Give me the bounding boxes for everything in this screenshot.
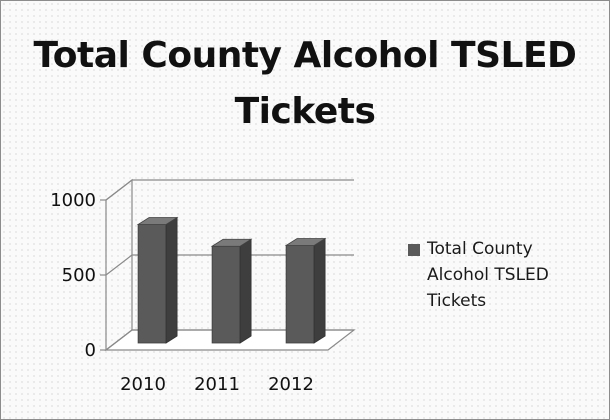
bar-front xyxy=(137,224,167,344)
bars xyxy=(136,216,327,344)
x-axis-tick-labels: 2010 2011 2012 xyxy=(120,374,314,395)
bar-top xyxy=(210,238,253,247)
y-tick-label: 0 xyxy=(85,340,96,361)
bar-side xyxy=(239,238,252,344)
x-tick-label: 2012 xyxy=(268,374,314,395)
chart-title: Total County Alcohol TSLED Tickets xyxy=(33,35,577,132)
legend: Total County Alcohol TSLED Tickets xyxy=(408,236,598,314)
bar xyxy=(210,238,253,344)
legend-label: Total County Alcohol TSLED Tickets xyxy=(427,239,549,311)
bar-side xyxy=(165,216,178,344)
y-axis-tick-labels: 0 500 1000 xyxy=(50,190,96,361)
gridline-side xyxy=(105,254,133,276)
y-tick-label: 1000 xyxy=(50,190,96,211)
bar xyxy=(284,237,327,344)
bar-side xyxy=(313,237,326,344)
x-tick-label: 2010 xyxy=(120,374,166,395)
bar-top xyxy=(136,217,179,225)
bar xyxy=(136,216,179,344)
x-tick-label: 2011 xyxy=(194,374,240,395)
bar-front xyxy=(285,245,315,344)
bar-front xyxy=(211,245,241,344)
y-tick-label: 500 xyxy=(62,265,96,286)
legend-swatch xyxy=(408,244,420,256)
gridline-side xyxy=(105,179,133,201)
bar-top xyxy=(284,238,327,246)
gridline-side xyxy=(105,329,133,351)
